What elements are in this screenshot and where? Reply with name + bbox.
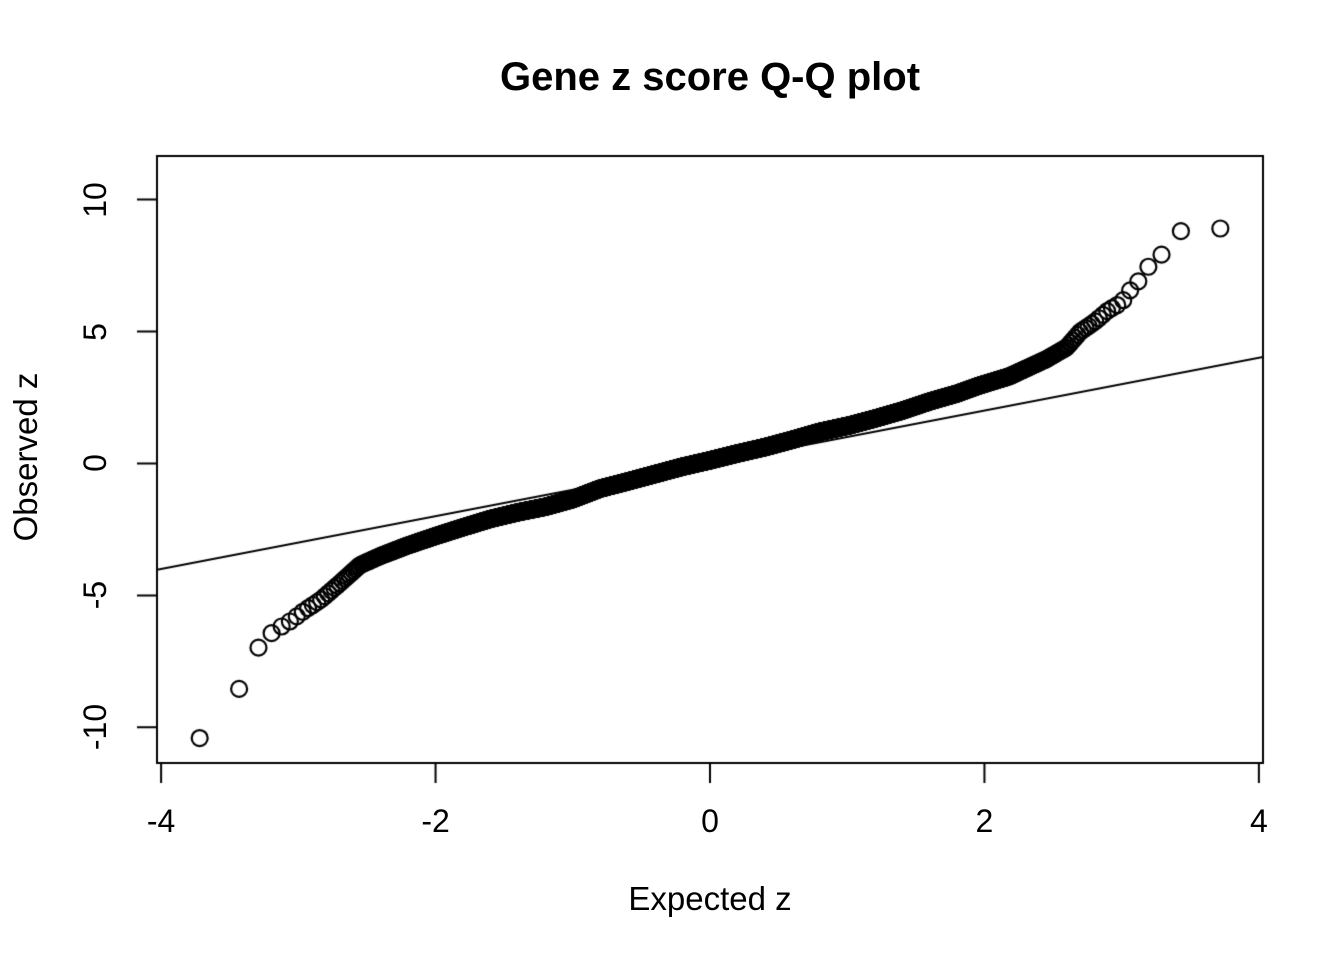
x-tick-label-2: 2: [975, 803, 994, 839]
y-tick-label-neg5: -5: [77, 581, 113, 610]
y-axis-label: Observed z: [7, 372, 44, 542]
y-tick-label-5: 5: [77, 322, 113, 341]
x-axis-label: Expected z: [628, 880, 792, 917]
y-tick-label-0: 0: [77, 454, 113, 473]
chart-title: Gene z score Q-Q plot: [499, 55, 921, 99]
x-tick-label-0: 0: [701, 803, 719, 839]
x-tick-label-neg4: -4: [146, 803, 176, 839]
x-tick-label-4: 4: [1249, 803, 1268, 839]
x-tick-label-neg2: -2: [421, 803, 450, 839]
y-tick-label-neg10: -10: [77, 704, 113, 751]
y-tick-label-10: 10: [77, 181, 113, 218]
